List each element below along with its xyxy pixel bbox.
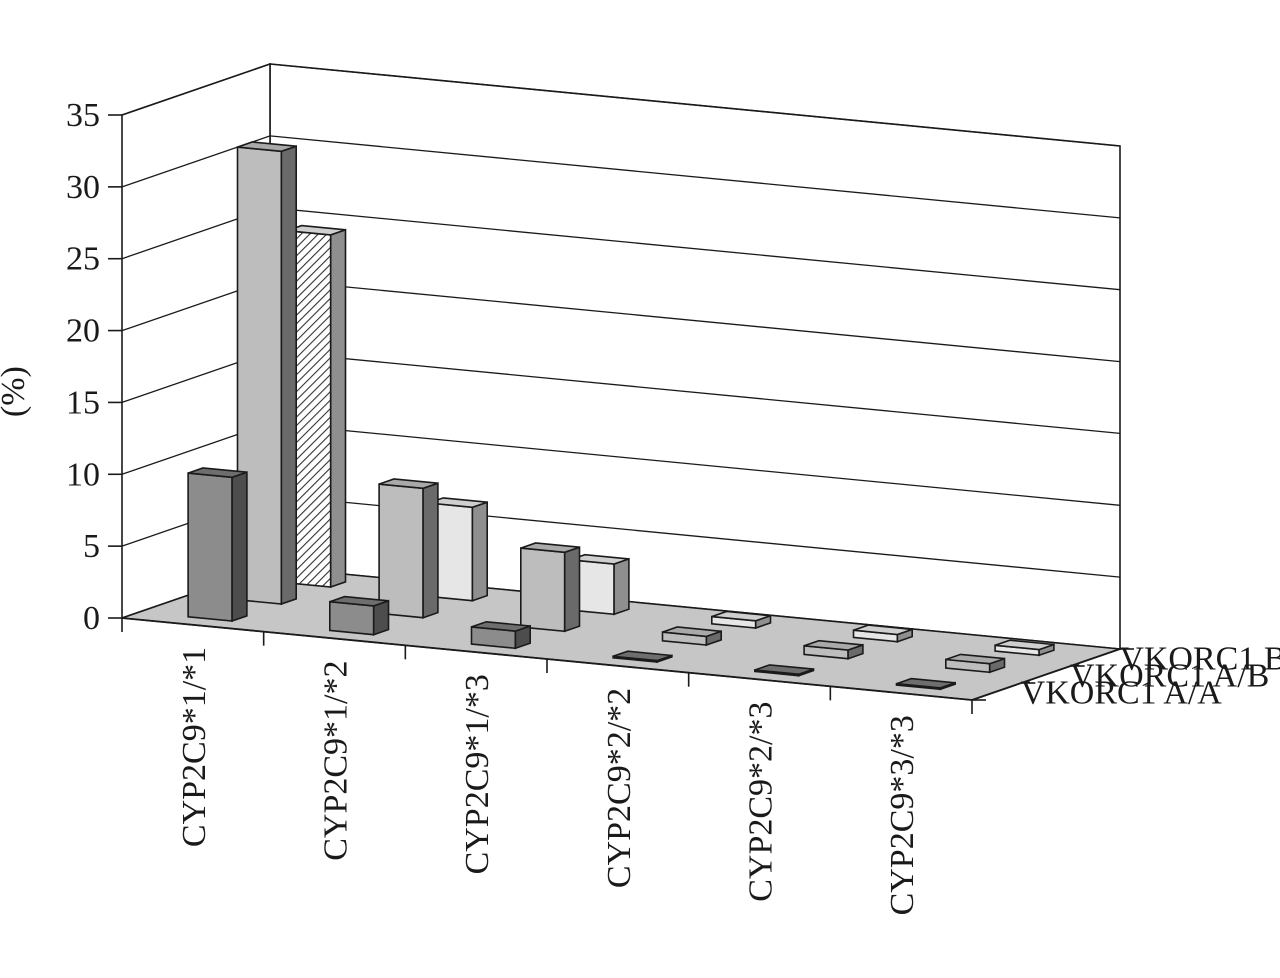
bar-top <box>662 626 722 638</box>
y-tick-label: 15 <box>66 384 100 421</box>
bar-top <box>853 624 913 636</box>
series-label: VKORC1 B/B <box>1119 641 1280 678</box>
category-label: CYP2C9*1/*2 <box>318 661 355 861</box>
category-label: CYP2C9*1/*1 <box>176 647 213 847</box>
bar-top <box>945 653 1005 665</box>
bar-top <box>994 639 1055 651</box>
bar <box>803 639 864 660</box>
y-axis-title: (%) <box>0 366 32 417</box>
bar-side <box>231 471 248 623</box>
category-label: CYP2C9*2/*3 <box>743 702 780 902</box>
y-tick-label: 5 <box>83 528 100 565</box>
y-tick-label: 30 <box>66 169 100 206</box>
bar <box>612 650 673 664</box>
bar <box>944 653 1006 674</box>
bar <box>994 639 1055 657</box>
bar <box>710 610 772 630</box>
category-labels: CYP2C9*1/*1 CYP2C9*1/*2 CYP2C9*1/*3 CYP2C9*… <box>176 647 921 916</box>
bar <box>470 620 532 650</box>
y-tick-label: 35 <box>66 97 100 134</box>
bar-top <box>329 595 389 607</box>
bar-side <box>563 546 581 633</box>
bar-top <box>237 141 297 153</box>
bar-side <box>280 145 298 606</box>
chart-axes <box>108 114 1134 714</box>
gridline <box>121 63 1121 147</box>
bar-top <box>187 467 248 479</box>
bar <box>187 467 248 623</box>
bars <box>187 141 1055 691</box>
y-tick-labels: 0 5 10 15 20 25 30 35 <box>66 97 100 637</box>
bar-top <box>471 620 531 632</box>
bar <box>661 626 723 647</box>
bar <box>753 664 815 677</box>
bar-side <box>329 228 347 589</box>
bar <box>569 553 630 616</box>
bar-side <box>422 482 439 619</box>
bar-front <box>328 600 375 636</box>
bar-front <box>378 483 424 619</box>
gridline <box>121 135 1121 219</box>
category-label: CYP2C9*3/*3 <box>884 715 921 915</box>
category-label: CYP2C9*1/*3 <box>459 674 496 874</box>
bar <box>328 595 390 636</box>
bar-front <box>519 547 566 633</box>
series-label: VKORC1 A/B <box>1070 658 1269 695</box>
bar <box>519 542 581 633</box>
depth-axis-line <box>971 648 1121 701</box>
bar <box>236 141 298 606</box>
bar-top <box>378 478 439 490</box>
bar-top <box>612 650 673 662</box>
series-label: VKORC1 A/A <box>1021 675 1223 712</box>
bar-top <box>803 639 864 651</box>
bar-side <box>471 501 489 602</box>
bar-top <box>711 610 771 622</box>
bar-top <box>754 664 814 676</box>
y-tick-label: 25 <box>66 241 100 278</box>
bar <box>895 677 957 691</box>
bar-top <box>896 677 956 689</box>
bar <box>852 624 914 643</box>
bar-side <box>613 557 630 616</box>
bar <box>427 497 489 602</box>
category-label: CYP2C9*2/*2 <box>601 688 638 888</box>
bar-top <box>520 542 580 554</box>
y-tick-label: 20 <box>66 313 100 350</box>
y-tick-label: 0 <box>83 600 100 637</box>
bar-front <box>187 472 233 622</box>
y-tick-label: 10 <box>66 456 100 493</box>
bar <box>378 478 439 619</box>
